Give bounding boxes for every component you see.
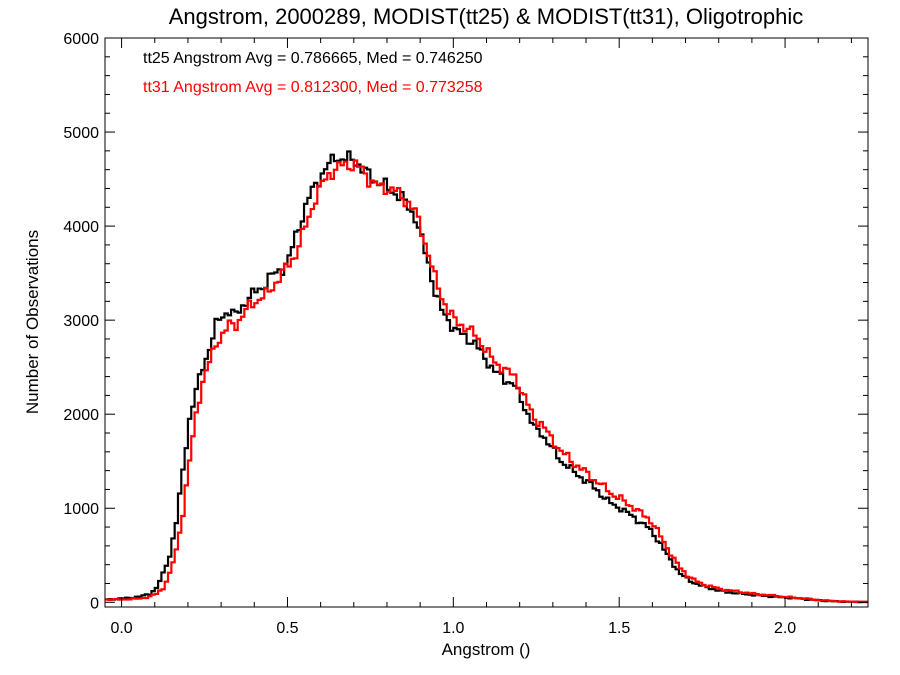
legend-entry-2: tt31 Angstrom Avg = 0.812300, Med = 0.77… xyxy=(143,79,483,96)
y-tick-label: 4000 xyxy=(63,219,99,236)
x-tick-label: 2.0 xyxy=(774,620,796,637)
series-group xyxy=(105,150,868,604)
y-axis-ticks: 0 1000 2000 3000 4000 5000 6000 xyxy=(63,31,868,612)
x-axis-ticks: 0.0 0.5 1.0 1.5 2.0 xyxy=(110,38,852,637)
x-tick-label: 0.5 xyxy=(276,620,298,637)
y-tick-label: 1000 xyxy=(63,501,99,518)
legend-entry-1: tt25 Angstrom Avg = 0.786665, Med = 0.74… xyxy=(143,50,483,67)
plot-frame xyxy=(104,37,869,608)
x-tick-label: 1.5 xyxy=(608,620,630,637)
y-tick-label: 6000 xyxy=(63,31,99,48)
legend-annotations: tt25 Angstrom Avg = 0.786665, Med = 0.74… xyxy=(143,50,483,96)
y-tick-label: 3000 xyxy=(63,313,99,330)
y-tick-label: 0 xyxy=(90,595,99,612)
y-tick-label: 5000 xyxy=(63,125,99,142)
y-tick-label: 2000 xyxy=(63,407,99,424)
series-1-line xyxy=(105,150,868,604)
x-tick-label: 0.0 xyxy=(110,620,132,637)
series-2-line xyxy=(105,159,868,604)
y-axis-label: Number of Observations xyxy=(23,230,42,414)
x-axis-label: Angstrom () xyxy=(442,640,531,659)
chart-title: Angstrom, 2000289, MODIST(tt25) & MODIST… xyxy=(169,4,804,29)
x-tick-label: 1.0 xyxy=(442,620,464,637)
